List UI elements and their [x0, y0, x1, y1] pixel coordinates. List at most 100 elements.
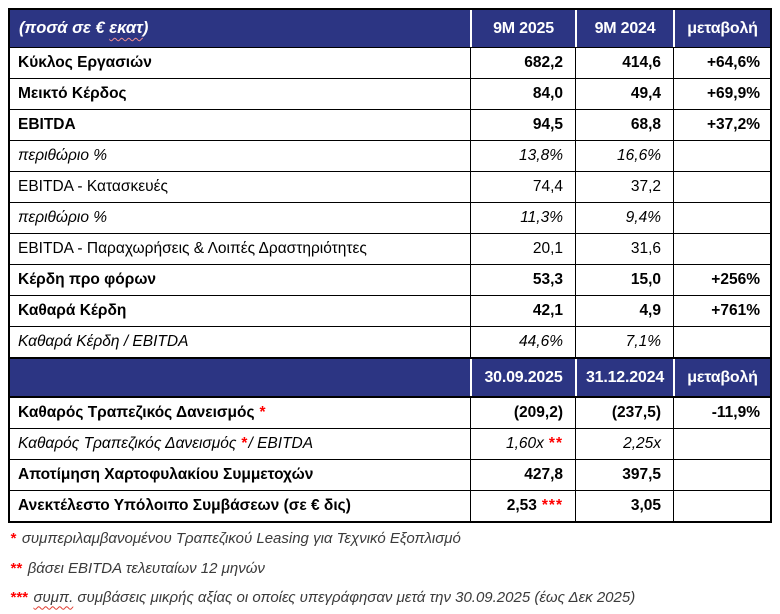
value-prior: 68,8 [630, 116, 661, 133]
row-label: EBITDA - Κατασκευές [18, 178, 168, 195]
change-cell: +256% [673, 265, 770, 295]
value-current: 53,3 [532, 271, 563, 288]
row-label: Αποτίμηση Χαρτοφυλακίου Συμμετοχών [18, 465, 314, 483]
row-label-cell: Κέρδη προ φόρων [10, 265, 470, 295]
value-prior-cell: (237,5) [575, 398, 673, 428]
table-row: περιθώριο % 11,3% 9,4% [10, 202, 770, 233]
column-header-label: 9M 2024 [594, 19, 656, 37]
value-prior: (237,5) [611, 403, 661, 421]
change-cell: +37,2% [673, 110, 770, 140]
change-value: +64,6% [706, 54, 760, 71]
value-current-cell: 20,1 [470, 234, 575, 264]
change-cell [673, 490, 770, 521]
value-current: 20,1 [532, 240, 563, 257]
row-label: περιθώριο % [18, 147, 108, 164]
footnote-marker: ** [548, 434, 563, 452]
row-label: Κέρδη προ φόρων [18, 271, 157, 288]
units-prefix: (ποσά σε € [19, 19, 110, 37]
row-label: Ανεκτέλεστο Υπόλοιπο Συμβάσεων (σε € δις… [18, 496, 351, 514]
value-prior: 3,05 [630, 496, 661, 514]
table-units-title: (ποσά σε € εκατ) [19, 19, 148, 38]
footnote-text: συμπεριλαμβανομένου Τραπεζικού Leasing γ… [21, 530, 461, 548]
value-current: (209,2) [513, 403, 563, 421]
table-header-periods: (ποσά σε € εκατ) 9M 2025 9M 2024 μεταβολ… [10, 10, 770, 47]
table-row: Κέρδη προ φόρων 53,3 15,0 +256% [10, 264, 770, 295]
balance-sheet-section: Καθαρός Τραπεζικός Δανεισμός * (209,2) (237… [10, 398, 770, 521]
value-prior-cell: 68,8 [575, 110, 673, 140]
table-row: Αποτίμηση Χαρτοφυλακίου Συμμετοχών 427,8 3… [10, 458, 770, 490]
table-row: EBITDA 94,5 68,8 +37,2% [10, 109, 770, 140]
value-prior: 37,2 [630, 178, 661, 195]
row-label-cell: περιθώριο % [10, 203, 470, 233]
column-header-change: μεταβολή [673, 10, 770, 47]
footnote-squiggle-word: συμπ. [33, 589, 74, 607]
row-label: περιθώριο % [18, 209, 108, 226]
row-label: Καθαρός Τραπεζικός Δανεισμός [18, 403, 255, 421]
table-row: Καθαρός Τραπεζικός Δανεισμός * (209,2) (237… [10, 398, 770, 428]
financial-results-table: (ποσά σε € εκατ) 9M 2025 9M 2024 μεταβολ… [8, 8, 772, 523]
row-label-cell: EBITDA - Κατασκευές [10, 172, 470, 202]
value-current-cell: 682,2 [470, 48, 575, 78]
value-prior: 31,6 [630, 240, 661, 257]
change-value: +256% [711, 271, 760, 288]
column-header-change: μεταβολή [673, 359, 770, 396]
change-cell [673, 141, 770, 171]
value-current: 84,0 [532, 85, 563, 102]
footnote-marker: * [241, 434, 249, 452]
value-current: 44,6% [519, 333, 563, 350]
value-prior-cell: 37,2 [575, 172, 673, 202]
table-row: Καθαρά Κέρδη / EBITDA 44,6% 7,1% [10, 326, 770, 357]
table-row: EBITDA - Κατασκευές 74,4 37,2 [10, 171, 770, 202]
value-prior: 49,4 [630, 85, 661, 102]
value-current-cell: 53,3 [470, 265, 575, 295]
empty-header-cell [10, 359, 470, 396]
value-prior-cell: 414,6 [575, 48, 673, 78]
value-current: 13,8% [519, 147, 563, 164]
column-header-31-12-2024: 31.12.2024 [575, 359, 673, 396]
value-prior: 15,0 [630, 271, 661, 288]
change-value: +37,2% [706, 116, 760, 133]
value-prior: 16,6% [617, 147, 661, 164]
value-current-cell: 11,3% [470, 203, 575, 233]
value-current-cell: 13,8% [470, 141, 575, 171]
change-cell [673, 327, 770, 357]
change-cell: -11,9% [673, 398, 770, 428]
column-header-9m-2024: 9M 2024 [575, 10, 673, 47]
row-label-cell: Αποτίμηση Χαρτοφυλακίου Συμμετοχών [10, 460, 470, 490]
value-prior-cell: 16,6% [575, 141, 673, 171]
value-current-cell: 74,4 [470, 172, 575, 202]
row-label: Μεικτό Κέρδος [18, 85, 127, 102]
change-value: +69,9% [706, 85, 760, 102]
value-prior-cell: 3,05 [575, 490, 673, 521]
value-prior-cell: 15,0 [575, 265, 673, 295]
row-label: Καθαρά Κέρδη / EBITDA [18, 333, 189, 350]
value-current-cell: 2,53 *** [470, 490, 575, 521]
column-header-label: μεταβολή [687, 368, 758, 386]
change-cell [673, 203, 770, 233]
table-row: περιθώριο % 13,8% 16,6% [10, 140, 770, 171]
row-label-cell: Καθαρά Κέρδη / EBITDA [10, 327, 470, 357]
value-prior: 397,5 [622, 465, 661, 483]
change-cell: +761% [673, 296, 770, 326]
units-squiggle-word: εκατ [109, 19, 143, 37]
change-cell [673, 172, 770, 202]
table-row: Καθαρά Κέρδη 42,1 4,9 +761% [10, 295, 770, 326]
footnote-line: * συμπεριλαμβανομένου Τραπεζικού Leasing … [10, 524, 770, 554]
row-label: Καθαρός Τραπεζικός Δανεισμός [18, 434, 237, 452]
value-prior: 414,6 [622, 54, 661, 71]
value-current-cell: (209,2) [470, 398, 575, 428]
value-current: 94,5 [532, 116, 563, 133]
column-header-label: 31.12.2024 [585, 368, 665, 386]
row-label-cell: EBITDA - Παραχωρήσεις & Λοιπές Δραστηριό… [10, 234, 470, 264]
row-label-cell: Καθαρά Κέρδη [10, 296, 470, 326]
value-current-cell: 42,1 [470, 296, 575, 326]
row-label-cell: Ανεκτέλεστο Υπόλοιπο Συμβάσεων (σε € δις… [10, 491, 470, 521]
value-current-cell: 44,6% [470, 327, 575, 357]
value-current: 427,8 [524, 465, 563, 483]
value-current: 42,1 [532, 302, 563, 319]
row-label-cell: Μεικτό Κέρδος [10, 79, 470, 109]
footnote-marker: ** [10, 559, 22, 577]
value-current-cell: 1,60x ** [470, 428, 575, 459]
table-units-title-cell: (ποσά σε € εκατ) [10, 10, 470, 47]
value-current: 74,4 [532, 178, 563, 195]
